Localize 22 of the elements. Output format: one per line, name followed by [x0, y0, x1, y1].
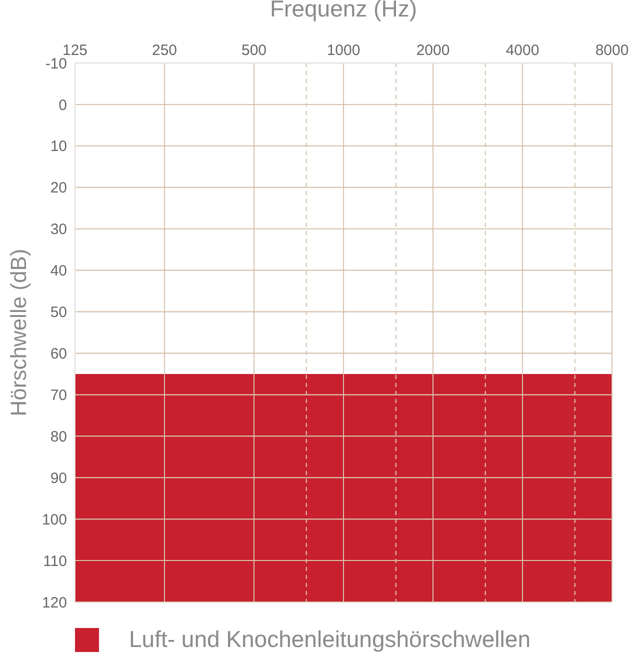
y-tick-label: 80 — [50, 428, 67, 446]
x-tick-label: 250 — [152, 42, 178, 59]
y-axis-title: Hörschwelle (dB) — [6, 248, 31, 416]
x-axis-title: Frequenz (Hz) — [270, 0, 417, 22]
x-tick-label: 8000 — [595, 42, 629, 59]
y-tick-label: 30 — [50, 221, 67, 238]
y-tick-label: 70 — [50, 387, 67, 404]
y-tick-label: 40 — [50, 262, 67, 280]
y-tick-label: 110 — [43, 552, 67, 570]
legend-label: Luft- und Knochenleitungshörschwellen — [129, 626, 530, 653]
y-tick-label: 100 — [42, 511, 67, 528]
y-tick-label: 0 — [58, 96, 67, 114]
y-tick-label: 60 — [50, 346, 67, 363]
y-tick-label: 120 — [42, 594, 67, 612]
x-tick-label: 500 — [241, 42, 267, 59]
y-tick-label: 20 — [50, 180, 67, 197]
y-tick-label: 50 — [50, 304, 67, 322]
x-tick-label: 1000 — [326, 42, 360, 59]
y-tick-label: 10 — [50, 138, 67, 156]
y-tick-label: 90 — [50, 470, 67, 487]
x-tick-label: 4000 — [506, 42, 540, 59]
x-tick-label: 2000 — [416, 42, 450, 59]
